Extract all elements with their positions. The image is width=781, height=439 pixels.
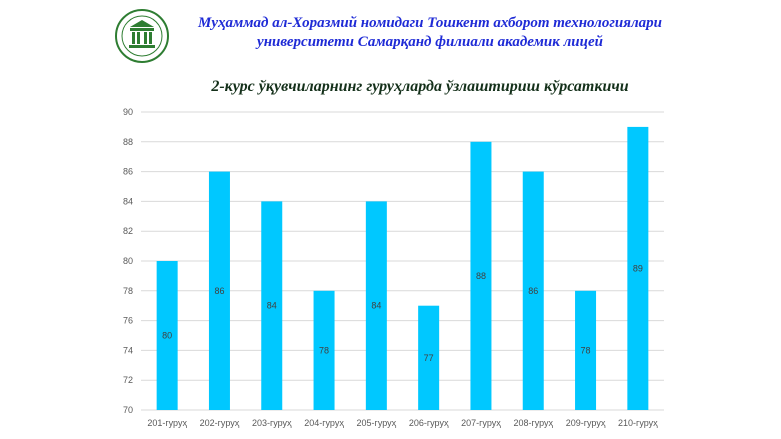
bars xyxy=(156,126,649,411)
x-axis-ticks: 201-гуруҳ 202-гуруҳ 203-гуруҳ 204-гуруҳ 205-… xyxy=(147,418,658,428)
x-tick-label: 203-гуруҳ xyxy=(252,418,292,428)
y-axis-ticks: 70 72 74 76 78 80 82 84 86 88 90 xyxy=(123,107,133,415)
y-tick-label: 82 xyxy=(123,226,133,236)
data-label: 88 xyxy=(476,271,486,281)
y-tick-label: 76 xyxy=(123,316,133,326)
bar-209-гуруҳ xyxy=(575,290,597,410)
header-title-line1: Муҳаммад ал-Хоразмий номидаги Тошкент ах… xyxy=(197,15,662,31)
bar-207-гуруҳ xyxy=(470,141,492,411)
header-title: Муҳаммад ал-Хоразмий номидаги Тошкент ах… xyxy=(180,14,680,52)
bar-203-гуруҳ xyxy=(261,201,283,410)
data-label: 84 xyxy=(267,301,277,311)
header-title-line2: университети Самарқанд филиали академик … xyxy=(257,34,603,50)
x-tick-label: 207-гуруҳ xyxy=(461,418,501,428)
y-tick-label: 70 xyxy=(123,405,133,415)
data-label: 86 xyxy=(528,286,538,296)
x-tick-label: 204-гуруҳ xyxy=(304,418,344,428)
lyceum-logo xyxy=(115,9,169,63)
bar-205-гуруҳ xyxy=(365,201,387,410)
data-label: 78 xyxy=(581,345,591,355)
bar-208-гуруҳ xyxy=(522,171,544,410)
x-tick-label: 208-гуруҳ xyxy=(513,418,553,428)
y-tick-label: 74 xyxy=(123,345,133,355)
chart-title: 2-курс ўқувчиларнинг гуруҳларда ўзлаштир… xyxy=(211,78,629,95)
y-tick-label: 90 xyxy=(123,107,133,117)
value-labels: 80 86 84 78 84 77 88 86 78 89 xyxy=(162,263,643,362)
y-tick-label: 86 xyxy=(123,167,133,177)
x-tick-label: 201-гуруҳ xyxy=(147,418,187,428)
data-label: 84 xyxy=(371,301,381,311)
data-label: 80 xyxy=(162,331,172,341)
data-label: 86 xyxy=(214,286,224,296)
y-tick-label: 84 xyxy=(123,196,133,206)
y-tick-label: 72 xyxy=(123,375,133,385)
bar-202-гуруҳ xyxy=(208,171,230,410)
data-label: 77 xyxy=(424,353,434,363)
data-label: 78 xyxy=(319,345,329,355)
y-tick-label: 80 xyxy=(123,256,133,266)
x-tick-label: 209-гуруҳ xyxy=(566,418,606,428)
x-tick-label: 206-гуруҳ xyxy=(409,418,449,428)
bar-201-гуруҳ xyxy=(156,261,178,410)
y-tick-label: 88 xyxy=(123,137,133,147)
bar-210-гуруҳ xyxy=(627,126,649,411)
bar-206-гуруҳ xyxy=(418,305,440,410)
x-tick-label: 205-гуруҳ xyxy=(357,418,397,428)
x-tick-label: 210-гуруҳ xyxy=(618,418,658,428)
y-tick-label: 78 xyxy=(123,286,133,296)
x-tick-label: 202-гуруҳ xyxy=(200,418,240,428)
bar-204-гуруҳ xyxy=(313,290,335,410)
data-label: 89 xyxy=(633,263,643,273)
